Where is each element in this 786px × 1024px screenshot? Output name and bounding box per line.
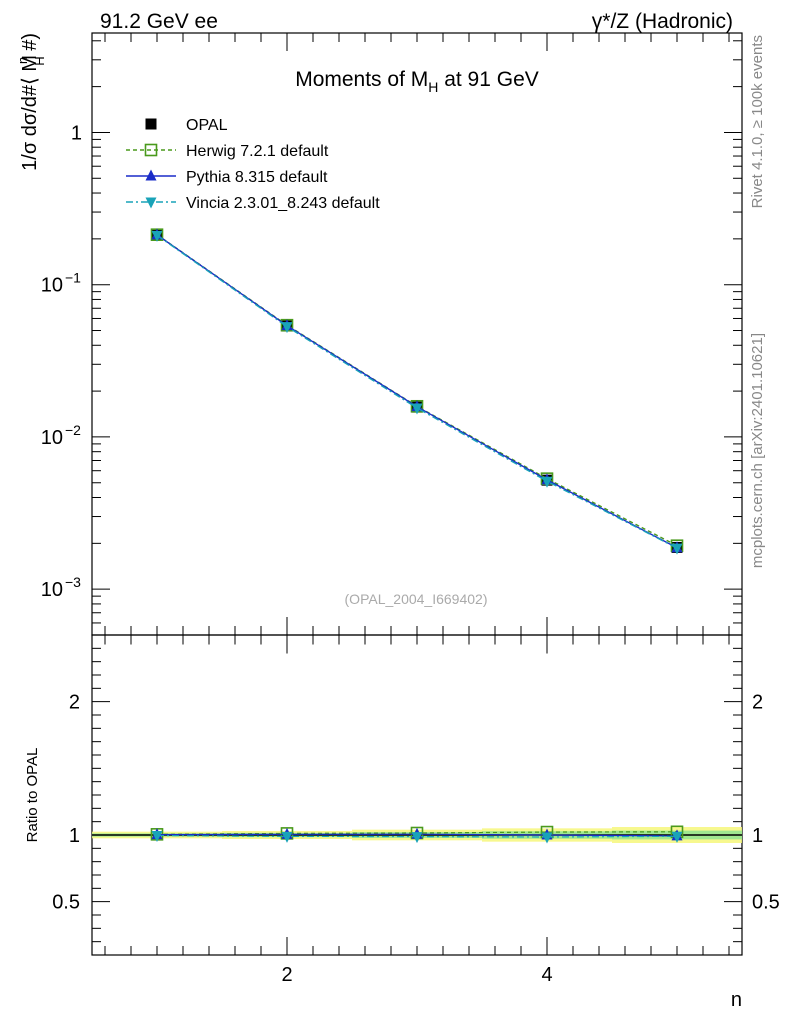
series-point-ratio bbox=[151, 831, 163, 843]
y-axis-label-superscript: n bbox=[15, 57, 30, 64]
ratio-axis-ticks: 2 2 1 1 0.5 0.5 bbox=[52, 647, 780, 943]
series-line-main bbox=[156, 234, 678, 549]
ratio-y-axis-label: Ratio to OPAL bbox=[24, 748, 41, 843]
series-point-main bbox=[411, 403, 423, 415]
legend: OPAL Herwig 7.2.1 default Pythia 8.315 def… bbox=[126, 117, 380, 212]
legend-label: OPAL bbox=[186, 117, 228, 134]
legend-label: Herwig 7.2.1 default bbox=[186, 143, 329, 160]
legend-marker bbox=[145, 197, 157, 209]
y-tick-label: 1 bbox=[71, 122, 82, 144]
series-line-main bbox=[156, 234, 678, 547]
y-axis-label-subscript: H bbox=[32, 56, 47, 65]
ratio-plot-frame bbox=[91, 634, 743, 956]
ratio-tick-label: 1 bbox=[69, 825, 80, 847]
series-layer bbox=[150, 228, 684, 844]
mcplots-label: mcplots.cern.ch [arXiv:2401.10621] bbox=[749, 333, 766, 568]
process-label: γ*/Z (Hadronic) bbox=[592, 10, 733, 33]
legend-marker bbox=[145, 118, 157, 130]
y-tick-exponent: −2 bbox=[65, 422, 81, 438]
y-tick-exponent: −3 bbox=[65, 574, 81, 590]
series-point-ratio bbox=[281, 831, 293, 843]
series-point-main bbox=[151, 230, 163, 242]
analysis-id-label: (OPAL_2004_I669402) bbox=[345, 591, 488, 607]
legend-label: Vincia 2.3.01_8.243 default bbox=[186, 195, 380, 212]
ratio-tick-label-right: 1 bbox=[752, 825, 763, 847]
rivet-version-label: Rivet 4.1.0, ≥ 100k events bbox=[749, 35, 766, 208]
plot-title-subscript: H bbox=[428, 79, 438, 95]
ratio-tick-label-right: 2 bbox=[752, 692, 763, 714]
series-point-main bbox=[281, 322, 293, 334]
x-axis-label: n bbox=[731, 989, 742, 1011]
series-point-ratio bbox=[411, 832, 423, 844]
legend-marker bbox=[145, 169, 157, 181]
x-tick-label: 4 bbox=[541, 964, 552, 986]
legend-marker bbox=[144, 143, 158, 157]
series-point-ratio bbox=[671, 831, 683, 843]
y-axis-label-tail: #) bbox=[19, 33, 41, 56]
series-line-main bbox=[156, 234, 678, 549]
ratio-tick-label: 2 bbox=[69, 692, 80, 714]
energy-label: 91.2 GeV ee bbox=[100, 10, 218, 33]
series-point-ratio bbox=[541, 832, 553, 844]
y-tick-label: 10 bbox=[41, 275, 63, 297]
y-tick-label: 10 bbox=[41, 579, 63, 601]
ratio-tick-label-right: 0.5 bbox=[752, 892, 780, 914]
ratio-tick-label: 0.5 bbox=[52, 892, 80, 914]
series-point-main bbox=[671, 543, 683, 555]
plot-title-tail: at 91 GeV bbox=[438, 68, 538, 91]
y-tick-exponent: −1 bbox=[65, 270, 81, 286]
series-point-main bbox=[541, 476, 553, 488]
legend-label: Pythia 8.315 default bbox=[186, 169, 328, 186]
plot-title: Moments of MH at 91 GeV bbox=[295, 68, 539, 95]
x-tick-label: 2 bbox=[281, 964, 292, 986]
main-axis-ticks: 110−110−210−3 bbox=[41, 40, 742, 636]
y-tick-label: 10 bbox=[41, 427, 63, 449]
y-axis-label: 1/σ dσ/d#⟨ Mn H #) bbox=[15, 33, 47, 171]
